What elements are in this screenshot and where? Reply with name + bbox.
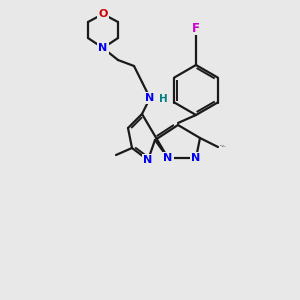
Text: H: H <box>159 94 168 104</box>
Text: N: N <box>98 43 108 53</box>
Text: N: N <box>164 153 172 163</box>
Text: N: N <box>191 153 201 163</box>
Text: N: N <box>143 155 153 165</box>
Text: O: O <box>98 9 108 19</box>
Text: methyl: methyl <box>222 146 227 147</box>
Text: methyl: methyl <box>220 145 225 146</box>
Text: N: N <box>146 93 154 103</box>
Text: F: F <box>192 22 200 34</box>
